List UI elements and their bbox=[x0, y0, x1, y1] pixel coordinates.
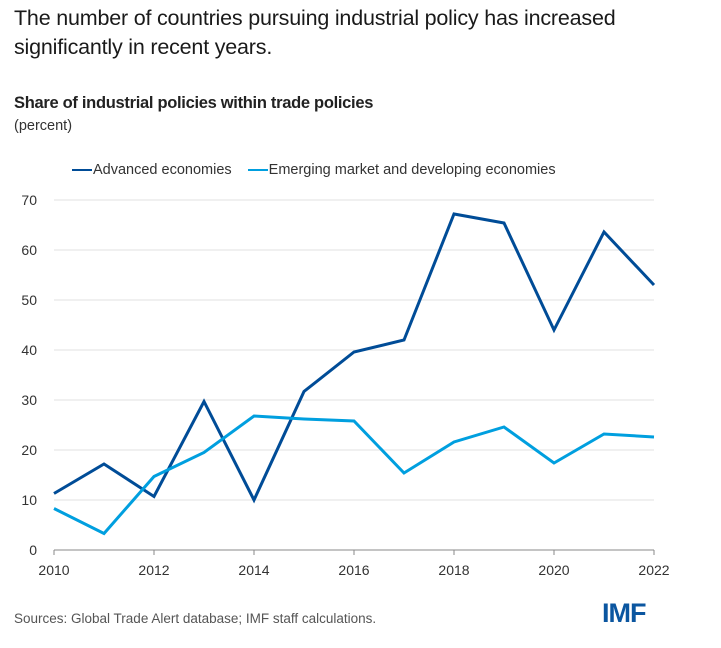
y-tick-label-70: 70 bbox=[21, 192, 37, 208]
y-tick-label-50: 50 bbox=[21, 292, 37, 308]
chart-unit: (percent) bbox=[14, 118, 73, 134]
legend-swatch-emde bbox=[247, 168, 268, 172]
series-lines bbox=[53, 212, 656, 536]
headline: The number of countries pursuing industr… bbox=[14, 6, 616, 59]
y-tick-label-40: 40 bbox=[21, 342, 37, 358]
x-tick-label-2010: 2010 bbox=[38, 562, 69, 578]
x-tick-label-2022: 2022 bbox=[638, 562, 669, 578]
x-axis: 2010 2012 2014 2016 2018 2020 2022 bbox=[38, 549, 670, 578]
x-tick-label-2018: 2018 bbox=[438, 562, 469, 578]
series-line-emde bbox=[53, 414, 655, 536]
y-tick-label-60: 60 bbox=[21, 242, 37, 258]
gridlines bbox=[54, 199, 654, 501]
y-tick-label-10: 10 bbox=[21, 492, 37, 508]
x-tick-label-2014: 2014 bbox=[238, 562, 269, 578]
legend: Advanced economies Emerging market and d… bbox=[72, 162, 556, 178]
legend-item-emde: Emerging market and developing economies bbox=[247, 162, 556, 178]
legend-label-advanced: Advanced economies bbox=[93, 162, 232, 178]
y-tick-label-20: 20 bbox=[21, 442, 37, 458]
legend-label-emde: Emerging market and developing economies bbox=[268, 162, 556, 178]
legend-swatch-advanced bbox=[72, 168, 92, 172]
legend-item-advanced: Advanced economies bbox=[72, 162, 232, 178]
y-tick-label-0: 0 bbox=[29, 542, 37, 558]
x-tick-label-2016: 2016 bbox=[338, 562, 369, 578]
source-note: Sources: Global Trade Alert database; IM… bbox=[14, 611, 377, 626]
imf-logo: IMF bbox=[602, 598, 646, 628]
x-tick-label-2020: 2020 bbox=[538, 562, 569, 578]
series-line-advanced bbox=[53, 212, 656, 504]
chart-title: Share of industrial policies within trad… bbox=[14, 94, 374, 112]
y-tick-label-30: 30 bbox=[21, 392, 37, 408]
x-tick-label-2012: 2012 bbox=[138, 562, 169, 578]
y-tick-labels: 0 10 20 30 40 50 60 70 bbox=[21, 192, 37, 558]
